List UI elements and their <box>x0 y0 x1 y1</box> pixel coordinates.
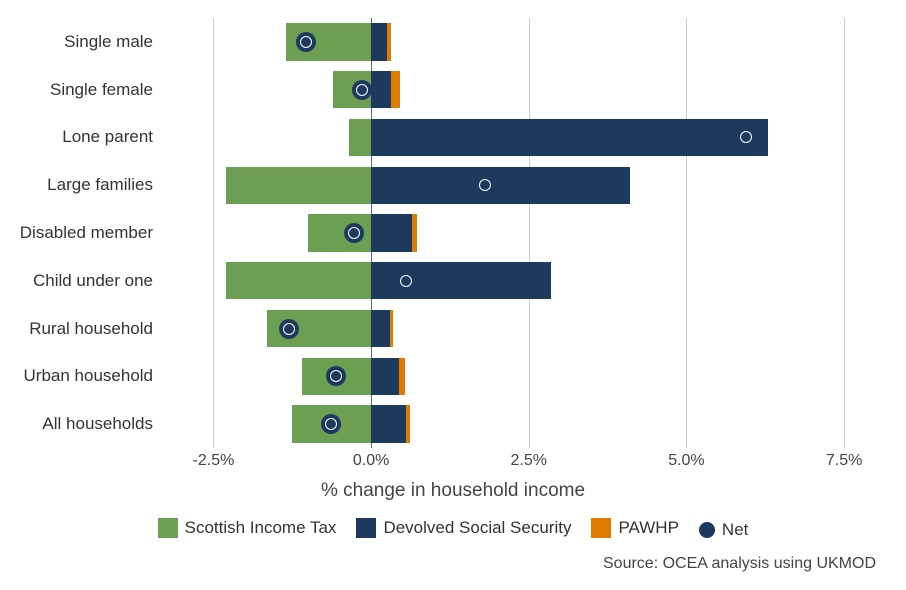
legend-item: Devolved Social Security <box>356 518 571 538</box>
legend-item: PAWHP <box>591 518 678 538</box>
legend-label: Devolved Social Security <box>383 518 571 538</box>
net-marker-ring <box>330 370 342 382</box>
x-tick-label: 0.0% <box>353 452 389 470</box>
chart-row <box>163 310 863 347</box>
bar-segment <box>226 167 371 204</box>
bar-segment <box>390 310 393 347</box>
legend-swatch-circle <box>699 522 715 538</box>
legend-label: Scottish Income Tax <box>185 518 337 538</box>
net-marker-ring <box>400 275 412 287</box>
plot-area <box>163 18 863 448</box>
category-label: Single female <box>50 80 153 100</box>
net-marker-ring <box>348 227 360 239</box>
legend-label: PAWHP <box>618 518 678 538</box>
bar-segment <box>371 310 390 347</box>
bar-segment <box>371 214 412 251</box>
chart-row <box>163 358 863 395</box>
category-label: Single male <box>64 32 153 52</box>
net-marker-ring <box>479 179 491 191</box>
chart-row <box>163 167 863 204</box>
chart-row <box>163 71 863 108</box>
chart-row <box>163 262 863 299</box>
category-label: Lone parent <box>62 127 153 147</box>
bar-segment <box>371 405 406 442</box>
x-tick-label: 7.5% <box>826 452 862 470</box>
chart-row <box>163 119 863 156</box>
chart-container: % change in household income Scottish In… <box>0 0 906 590</box>
net-marker-ring <box>300 36 312 48</box>
category-label: Rural household <box>29 319 153 339</box>
bar-segment <box>371 71 391 108</box>
x-tick-label: 5.0% <box>668 452 704 470</box>
bar-segment <box>349 119 371 156</box>
bar-segment <box>399 358 405 395</box>
legend-item: Net <box>699 520 748 540</box>
x-tick-label: -2.5% <box>193 452 235 470</box>
bar-segment <box>371 23 387 60</box>
legend-label: Net <box>722 520 748 540</box>
bar-segment <box>226 262 371 299</box>
legend: Scottish Income Tax Devolved Social Secur… <box>0 518 906 543</box>
net-marker-ring <box>325 418 337 430</box>
bar-segment <box>391 71 400 108</box>
x-axis-title: % change in household income <box>0 480 906 502</box>
chart-row <box>163 23 863 60</box>
net-marker-ring <box>283 323 295 335</box>
legend-swatch <box>158 518 178 538</box>
x-tick-label: 2.5% <box>511 452 547 470</box>
legend-swatch <box>356 518 376 538</box>
chart-row <box>163 405 863 442</box>
bar-segment <box>412 214 417 251</box>
bar-segment <box>371 167 630 204</box>
bar-segment <box>406 405 410 442</box>
category-label: Urban household <box>24 366 153 386</box>
category-label: Large families <box>47 175 153 195</box>
chart-row <box>163 214 863 251</box>
legend-swatch <box>591 518 611 538</box>
source-text: Source: OCEA analysis using UKMOD <box>603 555 876 573</box>
bar-segment <box>387 23 391 60</box>
net-marker-ring <box>740 131 752 143</box>
category-label: Disabled member <box>20 223 153 243</box>
bar-segment <box>371 119 768 156</box>
category-label: All households <box>42 414 153 434</box>
legend-item: Scottish Income Tax <box>158 518 337 538</box>
category-label: Child under one <box>33 271 153 291</box>
bar-segment <box>371 358 399 395</box>
net-marker-ring <box>356 84 368 96</box>
